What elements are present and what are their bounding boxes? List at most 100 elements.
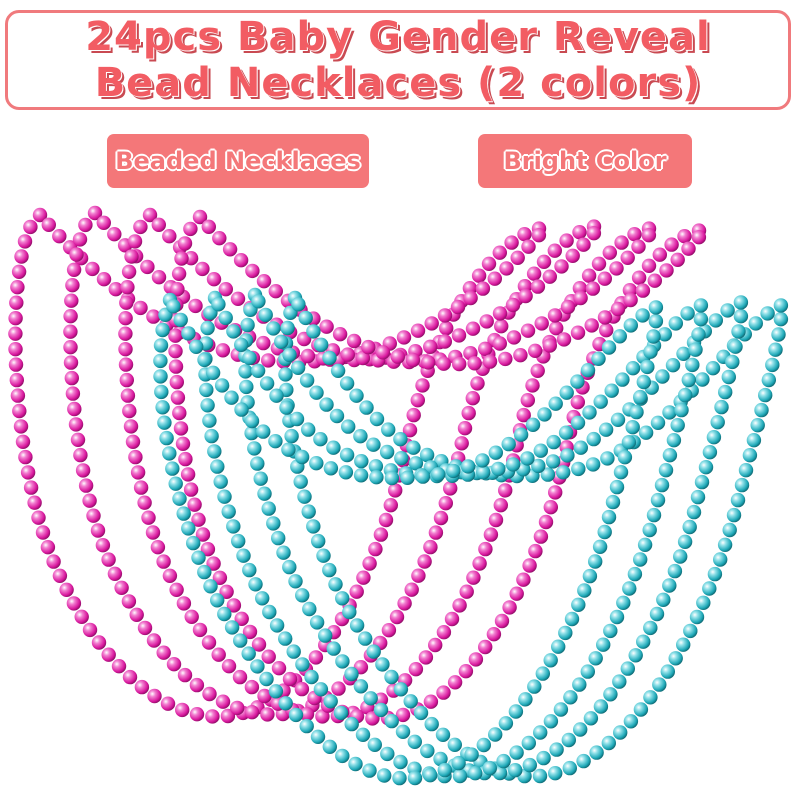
bead — [758, 387, 773, 403]
bead — [308, 650, 324, 665]
bead — [261, 649, 276, 664]
bead — [290, 360, 306, 375]
bead — [108, 282, 124, 297]
bead — [234, 611, 249, 626]
bead — [241, 646, 256, 661]
bead — [95, 538, 111, 553]
bead — [366, 437, 381, 452]
bead — [258, 307, 273, 323]
bead — [534, 316, 549, 331]
bead — [213, 474, 228, 489]
bead — [559, 233, 574, 248]
bead — [137, 620, 153, 636]
bead — [603, 623, 618, 639]
bead — [488, 512, 504, 528]
bead — [465, 391, 480, 406]
bead — [547, 308, 563, 323]
bead — [65, 386, 81, 401]
bead — [146, 309, 161, 324]
bead — [533, 725, 548, 740]
bead — [603, 687, 618, 702]
bead — [400, 470, 415, 485]
bead — [268, 284, 283, 299]
bead — [226, 598, 242, 613]
bead — [315, 709, 330, 724]
bead — [717, 537, 733, 552]
bead — [586, 431, 601, 447]
bead — [413, 705, 429, 721]
bead — [183, 482, 199, 497]
bead — [20, 465, 36, 480]
bead — [598, 422, 614, 437]
bead — [654, 477, 670, 493]
bead — [388, 483, 403, 498]
bead — [750, 418, 765, 433]
bead — [572, 225, 587, 240]
bead — [156, 554, 171, 569]
bead — [572, 677, 587, 692]
bead — [123, 419, 139, 434]
bead — [333, 705, 349, 721]
bead — [322, 562, 337, 578]
bead — [494, 613, 510, 629]
bead — [564, 611, 580, 627]
bead — [311, 533, 326, 549]
bead — [271, 530, 286, 546]
bead — [452, 768, 468, 784]
bead — [605, 494, 621, 510]
bead — [601, 340, 617, 355]
bead — [368, 459, 384, 474]
bead — [75, 463, 91, 478]
bead — [274, 334, 289, 349]
bead — [234, 337, 249, 352]
bead — [91, 635, 107, 650]
bead — [641, 258, 657, 273]
bead — [363, 691, 378, 706]
bead — [502, 600, 517, 615]
bead — [188, 298, 203, 314]
bead — [643, 344, 658, 359]
bead — [655, 369, 670, 384]
bead — [510, 250, 525, 265]
bead — [536, 750, 551, 766]
bead — [240, 317, 255, 333]
bead — [482, 354, 498, 369]
bead — [224, 390, 239, 405]
bead — [173, 312, 188, 328]
bead — [121, 594, 137, 609]
bead — [636, 374, 651, 390]
bead — [648, 300, 664, 315]
bead — [465, 321, 481, 336]
bead — [330, 363, 346, 378]
bead — [133, 219, 148, 235]
bead — [428, 637, 443, 653]
bead — [250, 363, 266, 378]
bead — [349, 388, 364, 403]
bead — [133, 480, 149, 495]
bead — [629, 404, 644, 420]
bead — [335, 748, 350, 764]
bead — [309, 615, 325, 630]
bead — [647, 273, 662, 288]
bead — [319, 319, 334, 334]
bead — [591, 351, 606, 366]
bead — [548, 396, 563, 411]
bead — [517, 227, 532, 242]
bead — [542, 269, 557, 284]
bead — [128, 449, 143, 465]
bead — [356, 570, 371, 585]
bead — [392, 770, 407, 786]
bead — [424, 316, 439, 331]
bead — [406, 407, 421, 423]
bead — [435, 727, 451, 742]
bead — [9, 295, 24, 310]
bead — [74, 609, 89, 624]
bead — [349, 584, 364, 599]
bead — [646, 507, 662, 523]
bead — [623, 318, 638, 333]
bead — [533, 443, 548, 458]
bead — [141, 510, 156, 525]
bead — [447, 737, 462, 752]
bead — [171, 266, 187, 281]
bead — [733, 295, 749, 310]
